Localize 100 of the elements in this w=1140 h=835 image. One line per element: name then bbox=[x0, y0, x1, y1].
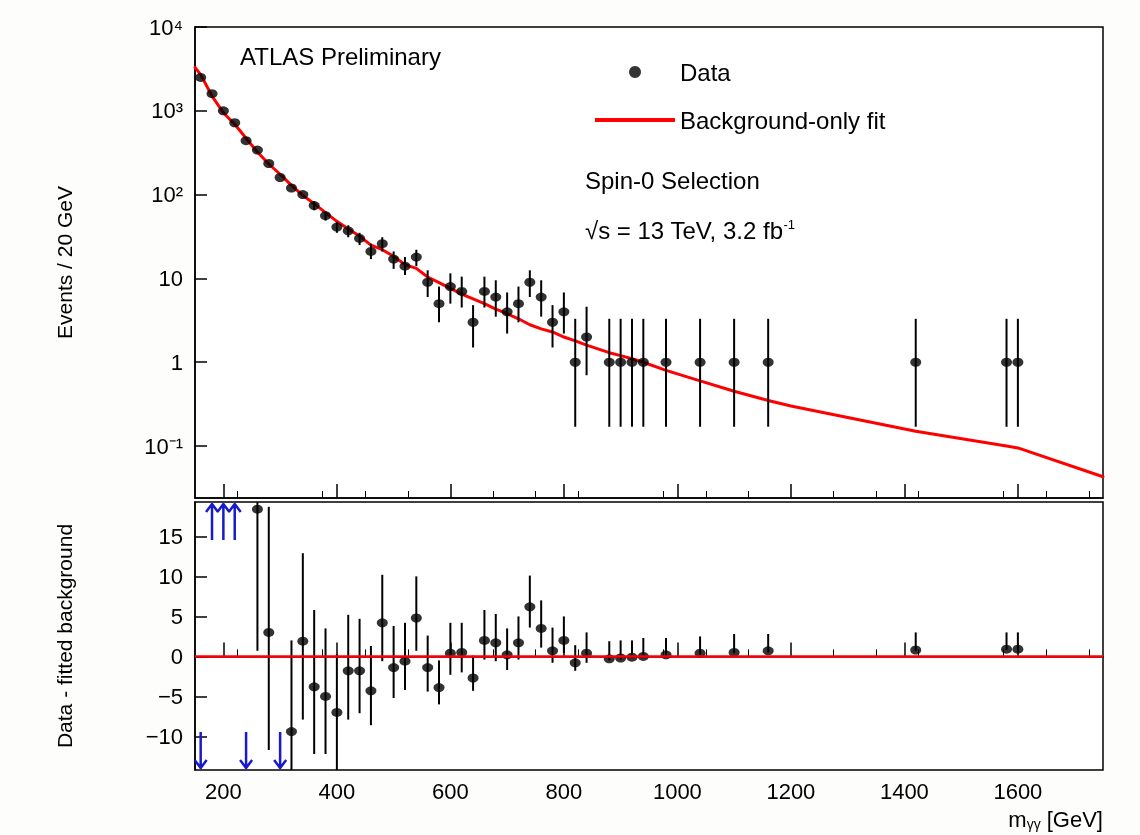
point bbox=[297, 190, 309, 200]
point bbox=[569, 357, 581, 367]
point bbox=[320, 691, 332, 701]
point bbox=[399, 261, 411, 271]
point bbox=[422, 663, 434, 673]
point bbox=[195, 72, 207, 82]
y-tick-label: 10 bbox=[158, 265, 183, 291]
point bbox=[512, 299, 524, 309]
point bbox=[365, 686, 377, 696]
point bbox=[251, 145, 263, 155]
point bbox=[410, 613, 422, 623]
point bbox=[354, 666, 366, 676]
point bbox=[422, 277, 434, 287]
point bbox=[524, 602, 536, 612]
point bbox=[444, 282, 456, 292]
y-tick-label: 10⁴ bbox=[149, 14, 183, 40]
x-tick-label: 1400 bbox=[879, 778, 929, 804]
point bbox=[388, 254, 400, 264]
point bbox=[365, 246, 377, 256]
y-tick-label: 0 bbox=[170, 643, 183, 669]
point bbox=[217, 106, 229, 116]
y-tick-label: −10 bbox=[145, 723, 183, 749]
point bbox=[660, 357, 672, 367]
point bbox=[603, 357, 615, 367]
point bbox=[1001, 357, 1013, 367]
legend-label: Data bbox=[680, 58, 732, 86]
point bbox=[410, 252, 422, 262]
point bbox=[569, 658, 581, 668]
point bbox=[285, 727, 297, 737]
point bbox=[229, 118, 241, 128]
annotation: Spin-0 Selection bbox=[585, 166, 760, 194]
point bbox=[626, 357, 638, 367]
point bbox=[910, 357, 922, 367]
point bbox=[501, 307, 513, 317]
point bbox=[376, 239, 388, 249]
y-tick-label: −5 bbox=[157, 683, 183, 709]
y-tick-label: 5 bbox=[170, 603, 183, 629]
point bbox=[308, 682, 320, 692]
point bbox=[558, 307, 570, 317]
point bbox=[728, 357, 740, 367]
point bbox=[342, 666, 354, 676]
point bbox=[581, 332, 593, 342]
x-axis-title: mγγ [GeV] bbox=[1008, 806, 1103, 832]
point bbox=[388, 663, 400, 673]
x-tick-label: 400 bbox=[318, 778, 356, 804]
point bbox=[478, 286, 490, 296]
annotation: ATLAS Preliminary bbox=[240, 42, 441, 70]
point bbox=[251, 504, 263, 514]
point bbox=[331, 222, 343, 232]
point bbox=[910, 645, 922, 655]
point bbox=[206, 89, 218, 99]
point bbox=[1012, 644, 1024, 654]
point bbox=[263, 627, 275, 637]
point bbox=[456, 286, 468, 296]
point bbox=[285, 183, 297, 193]
x-tick-label: 200 bbox=[205, 778, 242, 804]
point bbox=[433, 683, 445, 693]
point bbox=[637, 357, 649, 367]
y-tick-label: 10 bbox=[158, 563, 183, 589]
y-tick-label: 1 bbox=[170, 349, 183, 375]
y-tick-label: 10² bbox=[151, 182, 183, 208]
y-tick-label: 15 bbox=[158, 523, 183, 549]
y-tick-label: 10⁻¹ bbox=[144, 433, 183, 459]
point bbox=[274, 173, 286, 183]
point bbox=[524, 277, 536, 287]
x-tick-label: 600 bbox=[432, 778, 469, 804]
y-axis-title: Events / 20 GeV bbox=[53, 186, 76, 339]
x-tick-label: 1000 bbox=[652, 778, 702, 804]
y-axis-title: Data - fitted background bbox=[53, 523, 76, 749]
point bbox=[342, 226, 354, 236]
point bbox=[263, 159, 275, 169]
point bbox=[547, 646, 559, 656]
point bbox=[558, 635, 570, 645]
point bbox=[535, 623, 547, 633]
point bbox=[467, 317, 479, 327]
point bbox=[478, 635, 490, 645]
point bbox=[490, 292, 502, 302]
point bbox=[694, 357, 706, 367]
point bbox=[297, 636, 309, 646]
point bbox=[331, 707, 343, 717]
point bbox=[1001, 644, 1013, 654]
point bbox=[535, 292, 547, 302]
x-tick-label: 800 bbox=[545, 778, 583, 804]
point bbox=[512, 638, 524, 648]
point bbox=[762, 646, 774, 656]
point bbox=[490, 638, 502, 648]
point bbox=[467, 673, 479, 683]
point bbox=[433, 299, 445, 309]
x-tick-label: 1600 bbox=[993, 778, 1043, 804]
legend-label: Background-only fit bbox=[680, 106, 886, 134]
point bbox=[240, 136, 252, 146]
point bbox=[1012, 357, 1024, 367]
point bbox=[320, 211, 332, 221]
point bbox=[762, 357, 774, 367]
point bbox=[308, 201, 320, 211]
x-tick-label: 1200 bbox=[766, 778, 816, 804]
y-tick-label: 10³ bbox=[151, 98, 183, 124]
point bbox=[354, 233, 366, 243]
point bbox=[376, 618, 388, 628]
point bbox=[547, 317, 559, 327]
